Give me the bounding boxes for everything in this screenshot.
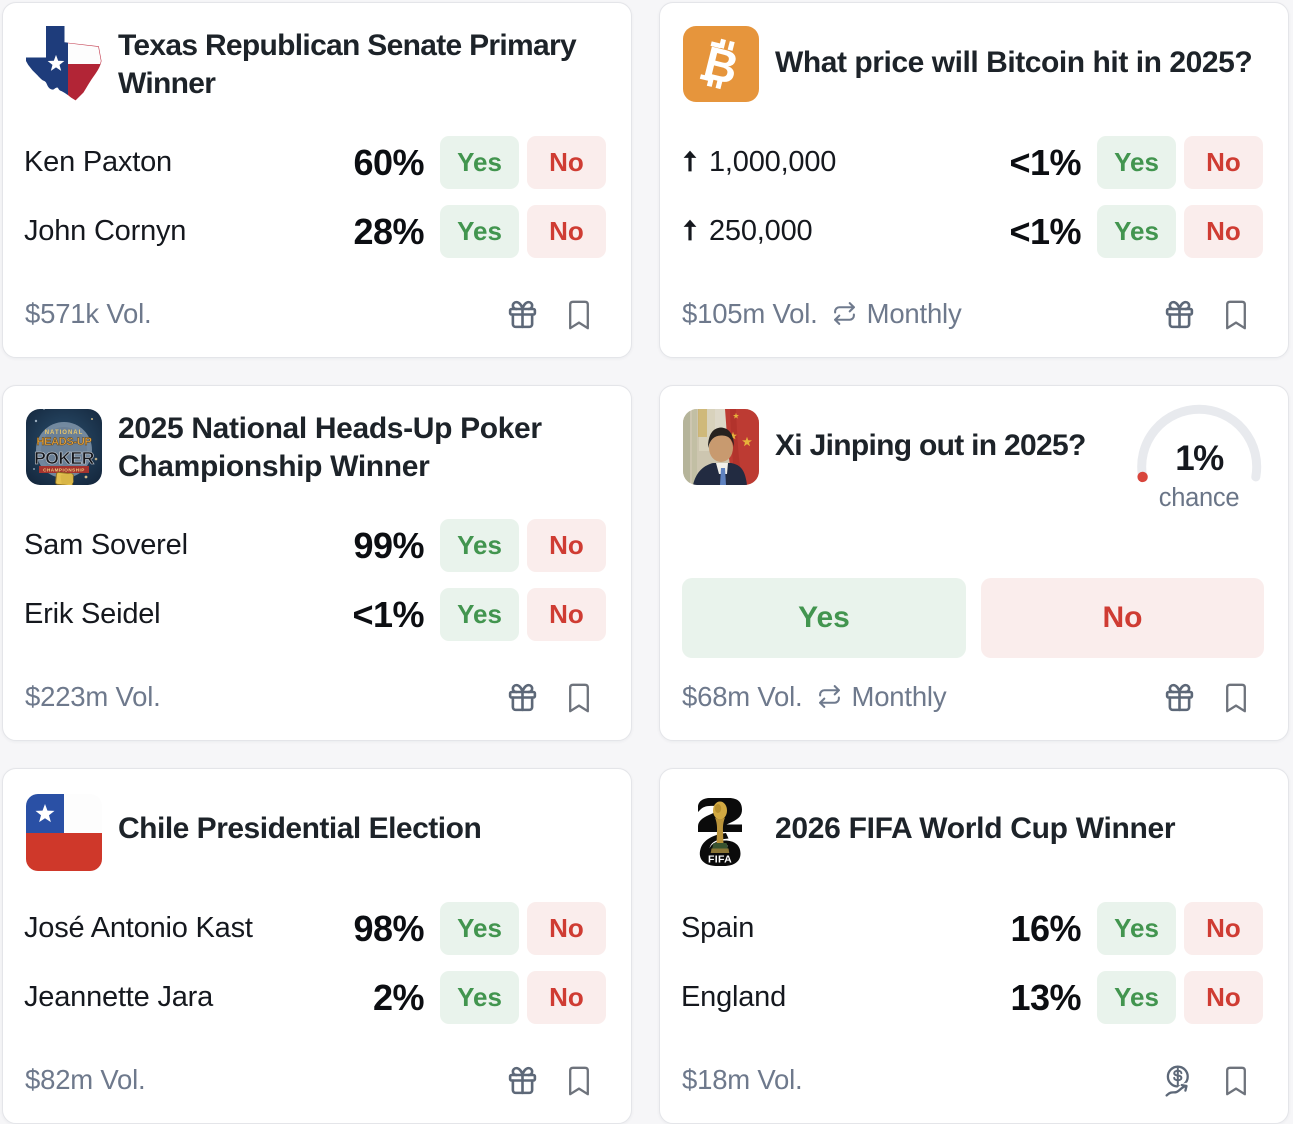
svg-text:FIFA: FIFA	[708, 854, 732, 866]
svg-text:CHAMPIONSHIP: CHAMPIONSHIP	[43, 467, 85, 472]
svg-text:POKER: POKER	[34, 448, 95, 468]
svg-text:NATIONAL: NATIONAL	[45, 430, 84, 436]
svg-text:HEADS-UP: HEADS-UP	[36, 436, 91, 448]
svg-text:chance: chance	[1159, 484, 1240, 512]
svg-text:1%: 1%	[1175, 439, 1224, 478]
